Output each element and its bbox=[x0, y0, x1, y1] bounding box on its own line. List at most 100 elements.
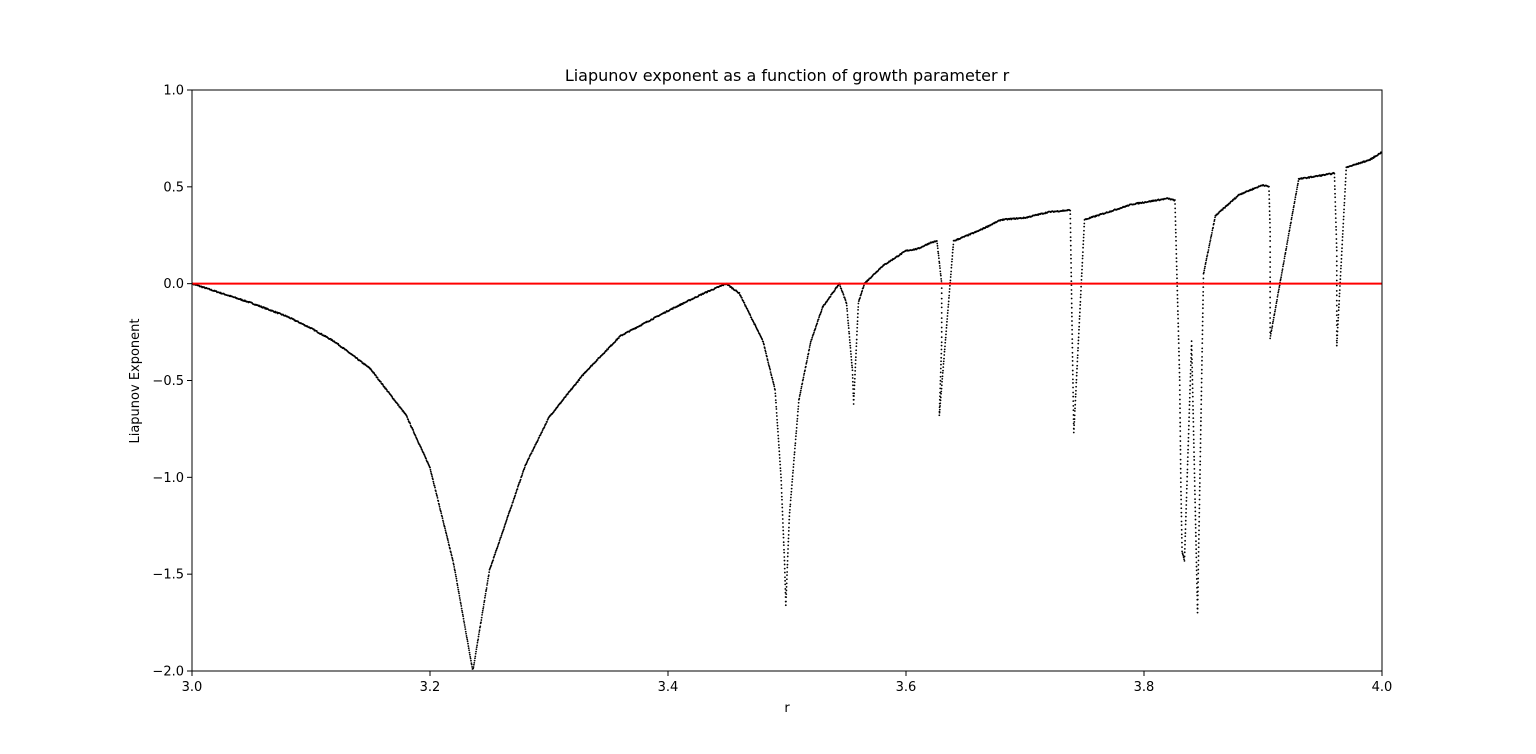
data-point bbox=[1076, 364, 1079, 367]
data-point bbox=[791, 475, 794, 478]
data-point bbox=[1185, 507, 1188, 510]
data-point bbox=[457, 588, 460, 591]
data-point bbox=[484, 594, 487, 597]
data-point bbox=[1275, 304, 1277, 307]
data-point bbox=[781, 518, 784, 520]
data-point bbox=[1073, 428, 1075, 430]
data-point bbox=[538, 436, 540, 439]
data-point bbox=[1198, 489, 1201, 492]
data-point bbox=[1193, 463, 1196, 466]
data-point bbox=[849, 341, 851, 344]
data-point bbox=[779, 460, 781, 463]
data-point bbox=[1199, 469, 1201, 471]
data-point bbox=[1180, 533, 1183, 536]
data-point bbox=[1341, 239, 1344, 242]
data-point bbox=[856, 316, 859, 319]
data-point bbox=[530, 452, 533, 454]
data-point bbox=[820, 310, 823, 313]
data-point bbox=[439, 510, 442, 513]
data-point bbox=[1193, 459, 1196, 461]
data-point bbox=[1197, 559, 1200, 562]
data-point bbox=[1270, 329, 1273, 332]
data-point bbox=[517, 483, 520, 486]
data-point bbox=[1071, 356, 1074, 358]
data-point bbox=[795, 426, 798, 429]
data-point bbox=[567, 393, 569, 395]
data-point bbox=[938, 262, 941, 264]
data-point bbox=[940, 392, 942, 395]
data-point bbox=[788, 508, 791, 511]
data-point bbox=[1335, 290, 1338, 292]
data-point bbox=[1072, 400, 1075, 403]
data-point bbox=[1344, 177, 1347, 179]
data-point bbox=[821, 307, 824, 309]
data-point bbox=[1275, 300, 1278, 303]
data-point bbox=[1338, 299, 1341, 302]
data-point bbox=[495, 549, 498, 551]
data-point bbox=[1339, 267, 1342, 270]
data-point bbox=[1335, 264, 1338, 267]
data-point bbox=[462, 617, 465, 620]
data-point bbox=[469, 657, 472, 660]
data-point bbox=[786, 574, 788, 577]
data-point bbox=[855, 345, 858, 348]
data-point bbox=[1269, 276, 1272, 279]
data-point bbox=[1200, 403, 1203, 406]
data-point bbox=[937, 252, 940, 255]
data-point bbox=[936, 240, 938, 242]
x-tick-label: 3.2 bbox=[420, 680, 441, 695]
data-point bbox=[1200, 412, 1202, 414]
data-point bbox=[1178, 367, 1181, 370]
data-point bbox=[782, 526, 784, 528]
data-point bbox=[940, 311, 943, 314]
data-point bbox=[793, 447, 796, 450]
data-point bbox=[1297, 180, 1300, 182]
data-point bbox=[1200, 386, 1203, 389]
data-point bbox=[1196, 603, 1199, 606]
data-point bbox=[853, 384, 856, 387]
data-point bbox=[1186, 463, 1189, 466]
data-point bbox=[1190, 349, 1193, 352]
data-point bbox=[777, 430, 779, 433]
data-point bbox=[1187, 444, 1190, 447]
data-point bbox=[785, 578, 788, 581]
data-point bbox=[1269, 256, 1272, 259]
data-point bbox=[1185, 504, 1188, 506]
data-point bbox=[1178, 359, 1181, 361]
data-point bbox=[464, 630, 467, 633]
data-point bbox=[1179, 398, 1181, 401]
data-point bbox=[1344, 190, 1346, 193]
data-point bbox=[1207, 246, 1210, 249]
y-axis-label: Liapunov Exponent bbox=[128, 318, 143, 443]
data-point bbox=[851, 364, 853, 367]
data-point bbox=[1334, 196, 1337, 199]
data-point bbox=[787, 540, 790, 543]
data-point bbox=[1176, 294, 1179, 296]
data-point bbox=[596, 358, 599, 361]
data-point bbox=[1197, 538, 1200, 540]
data-point bbox=[847, 319, 849, 322]
data-point bbox=[1202, 294, 1205, 297]
data-point bbox=[523, 468, 526, 470]
data-point bbox=[940, 287, 943, 290]
data-point bbox=[1071, 369, 1074, 372]
data-point bbox=[797, 408, 800, 410]
data-point bbox=[1071, 315, 1073, 318]
data-point bbox=[1335, 304, 1338, 307]
data-point bbox=[1198, 498, 1201, 501]
data-point bbox=[1199, 463, 1202, 466]
data-point bbox=[1081, 257, 1084, 260]
data-point bbox=[1180, 528, 1183, 531]
data-point bbox=[857, 300, 860, 302]
data-point bbox=[1334, 192, 1336, 195]
data-point bbox=[769, 368, 772, 371]
data-point bbox=[1194, 531, 1197, 534]
data-point bbox=[1070, 311, 1073, 314]
data-point bbox=[447, 541, 450, 544]
data-point bbox=[1073, 410, 1076, 412]
data-point bbox=[1183, 551, 1186, 554]
data-point bbox=[1186, 475, 1189, 478]
data-point bbox=[1190, 357, 1192, 359]
data-point bbox=[482, 606, 485, 608]
data-point bbox=[475, 646, 478, 648]
